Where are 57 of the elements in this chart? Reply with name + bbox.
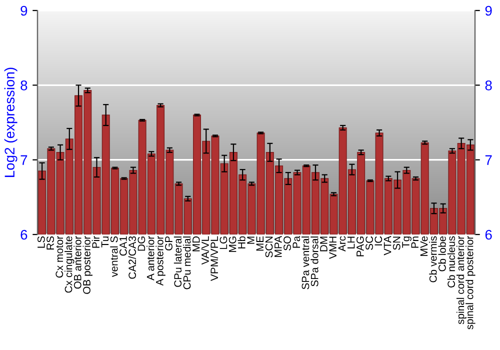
x-tick-label: RS — [46, 236, 54, 250]
x-tick-label: A posterior — [156, 236, 166, 286]
y2-tick-label: 6 — [485, 230, 492, 240]
x-tick-label: SPa dorsal — [310, 236, 318, 286]
x-tick-label: Cx motor — [56, 236, 64, 278]
x-tick-label: VTA — [384, 236, 392, 256]
y-tick-label: 7 — [20, 155, 28, 165]
x-tick-label: SPa ventral — [302, 236, 310, 290]
y-tick-label: 8 — [20, 80, 28, 90]
x-tick-label: CPu lateral — [174, 236, 182, 287]
x-tick-label: Cb vermis — [429, 236, 437, 282]
x-tick-label: Cb lobe — [438, 236, 446, 272]
x-tick-label: LG — [220, 236, 228, 249]
x-tick-label: CA1 — [120, 236, 127, 256]
x-tick-label: SCN — [265, 236, 273, 258]
x-tick-label: LS — [37, 236, 45, 248]
x-tick-label: MD — [192, 236, 200, 252]
x-tick-label: IC — [374, 236, 382, 246]
x-tick-label: M — [247, 236, 254, 244]
x-tick-label: VMH — [329, 236, 336, 259]
y2-tick-label: 8 — [485, 80, 492, 90]
x-tick-label: LH — [347, 236, 355, 248]
x-tick-label: CA2/CA3 — [128, 236, 136, 279]
x-tick-label: GP — [165, 236, 172, 250]
x-tick-label: OB anterior — [74, 236, 82, 289]
y2-tick-label: 7 — [485, 155, 492, 165]
x-tick-label: spinal cord anterior — [456, 236, 466, 324]
x-tick-label: PAG — [356, 236, 364, 256]
x-tick-label: VPM/VPL — [210, 236, 218, 281]
x-tick-label: ME — [256, 236, 264, 251]
x-tick-label: ventral S — [110, 236, 118, 277]
x-tick-label: DM — [320, 236, 328, 252]
x-tick-label: SN — [392, 236, 400, 250]
y-tick-label: 9 — [20, 6, 28, 16]
x-tick-label: Tg — [402, 236, 412, 248]
x-tick-label: MPA — [274, 236, 282, 257]
x-tick-label: MVe — [420, 236, 428, 256]
x-tick-label: Pir — [92, 236, 100, 248]
x-tick-label: Hb — [238, 236, 246, 248]
x-tick-label: CPu medial — [183, 236, 191, 290]
x-tick-label: OB posterior — [82, 236, 92, 294]
x-tick-label: VA/VL — [201, 236, 209, 265]
x-tick-label: SO — [284, 236, 291, 250]
x-tick-label: DG — [138, 236, 146, 251]
x-tick-label: Pn — [411, 236, 418, 248]
y2-tick-label: 9 — [485, 6, 492, 16]
x-tick-label: Cb nucleus — [447, 236, 456, 288]
y-axis-title: Log2 (expression) — [4, 68, 18, 177]
x-tick-label: Cx cingulate — [64, 236, 74, 293]
y-tick-label: 6 — [20, 230, 28, 240]
x-tick-label: Pa — [292, 236, 300, 248]
x-tick-label: A anterior — [146, 236, 154, 280]
x-tick-label: SC — [366, 236, 373, 250]
x-tick-label: Arc — [338, 236, 346, 252]
x-tick-label: spinal cord posterior — [466, 236, 476, 330]
x-tick-label: Tu — [101, 236, 109, 248]
x-tick-label: MG — [228, 236, 236, 252]
